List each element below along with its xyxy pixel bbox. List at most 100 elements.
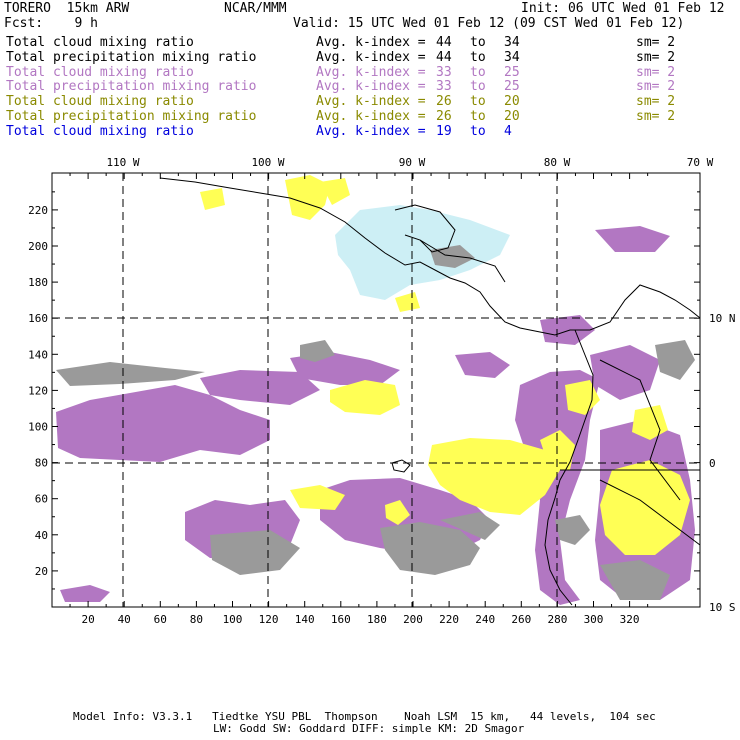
cloud-region	[395, 292, 420, 312]
legend-to: to	[470, 35, 486, 50]
cloud-region	[200, 370, 320, 405]
lon-label: 100 W	[251, 156, 284, 169]
border	[599, 359, 681, 501]
cloud-region	[540, 315, 595, 345]
legend-kidx: Avg. k-index =	[316, 64, 426, 80]
legend-row: Total cloud mixing ratio Avg. k-index = 26…	[6, 95, 726, 110]
legend-b: 20	[504, 94, 520, 110]
lon-label: 90 W	[399, 156, 426, 169]
cloud-region	[290, 485, 345, 510]
cloud-region	[595, 226, 670, 252]
y-tick-label: 80	[35, 457, 48, 470]
coastline	[544, 329, 594, 606]
x-tick-label: 220	[439, 613, 459, 626]
lon-label: 80 W	[544, 156, 571, 169]
cloud-region	[385, 500, 410, 525]
init-time: Init: 06 UTC Wed 01 Feb 12	[521, 1, 725, 16]
lon-label: 70 W	[687, 156, 714, 169]
x-tick-label: 160	[331, 613, 351, 626]
cloud-region	[335, 205, 510, 300]
valid-time: Valid: 15 UTC Wed 01 Feb 12 (09 CST Wed …	[293, 16, 685, 31]
legend-row: Total cloud mixing ratio Avg. k-index = 33…	[6, 64, 726, 81]
lon-label: 110 W	[106, 156, 139, 169]
lat-label: 10 N	[709, 312, 736, 325]
legend-a: 33	[436, 64, 452, 80]
x-tick-label: 80	[190, 613, 203, 626]
border	[419, 239, 506, 283]
legend-to: to	[470, 123, 486, 139]
cloud-region	[60, 585, 110, 602]
cloud-region	[555, 515, 590, 545]
legend-name: Total precipitation mixing ratio	[6, 49, 257, 65]
x-tick-label: 200	[403, 613, 423, 626]
y-tick-label: 60	[35, 493, 48, 506]
y-tick-label: 20	[35, 565, 48, 578]
x-tick-label: 140	[295, 613, 315, 626]
y-tick-label: 120	[28, 384, 48, 397]
legend-kidx: Avg. k-index =	[316, 49, 426, 65]
legend-row: Total precipitation mixing ratio Avg. k-i…	[6, 110, 726, 125]
legend-a: 44	[436, 35, 452, 50]
y-tick-label: 40	[35, 529, 48, 542]
legend-row: Total precipitation mixing ratio Avg. k-i…	[6, 49, 726, 66]
legend-b: 25	[504, 64, 520, 80]
x-tick-label: 320	[620, 613, 640, 626]
legend-name: Total cloud mixing ratio	[6, 64, 194, 80]
lat-label: 0	[709, 457, 716, 470]
legend-sm: sm= 2	[636, 79, 676, 95]
legend-name: Total precipitation mixing ratio	[6, 79, 257, 95]
y-tick-label: 180	[28, 276, 48, 289]
cloud-region	[210, 530, 300, 575]
legend-kidx: Avg. k-index =	[316, 123, 426, 139]
legend-name: Total precipitation mixing ratio	[6, 109, 257, 124]
legend-b: 34	[504, 49, 520, 65]
forecast-hour: Fcst: 9 h	[4, 16, 98, 31]
lat-label: 10 S	[709, 601, 736, 614]
x-tick-label: 60	[154, 613, 167, 626]
cloud-region	[428, 438, 560, 515]
legend-kidx: Avg. k-index =	[316, 35, 426, 50]
cloud-region	[632, 405, 668, 440]
x-tick-label: 40	[118, 613, 131, 626]
y-tick-label: 100	[28, 421, 48, 434]
legend-b: 34	[504, 35, 520, 50]
cloud-region	[56, 362, 205, 386]
legend-a: 19	[436, 123, 452, 139]
legend-sm: sm= 2	[636, 49, 676, 65]
island	[391, 459, 411, 473]
legend-name: Total cloud mixing ratio	[6, 123, 194, 139]
model-title: TORERO 15km ARW	[4, 1, 130, 16]
legend-sm: sm= 2	[636, 94, 676, 110]
legend-kidx: Avg. k-index =	[316, 79, 426, 95]
cloud-region	[440, 512, 500, 540]
x-tick-label: 260	[511, 613, 531, 626]
legend-a: 44	[436, 49, 452, 65]
legend-to: to	[470, 109, 486, 124]
legend-to: to	[470, 79, 486, 95]
legend-sm: sm= 2	[636, 109, 676, 124]
y-tick-label: 220	[28, 204, 48, 217]
legend-b: 25	[504, 79, 520, 95]
border	[599, 479, 701, 546]
legend-row: Total cloud mixing ratio Avg. k-index = 19…	[6, 123, 726, 140]
legend-row: Total precipitation mixing ratio Avg. k-i…	[6, 80, 726, 95]
legend-a: 26	[436, 109, 452, 124]
x-tick-label: 240	[475, 613, 495, 626]
x-tick-label: 20	[81, 613, 94, 626]
cloud-region	[655, 340, 695, 380]
y-tick-label: 140	[28, 348, 48, 361]
cloud-region	[600, 560, 670, 600]
x-tick-label: 100	[223, 613, 243, 626]
cloud-region	[56, 385, 270, 462]
legend-name: Total cloud mixing ratio	[6, 35, 194, 50]
cloud-region	[430, 245, 475, 268]
cloud-region	[285, 175, 330, 220]
cloud-region	[565, 380, 600, 415]
y-tick-label: 200	[28, 240, 48, 253]
x-tick-label: 300	[584, 613, 604, 626]
cloud-region	[330, 380, 400, 415]
model-info: Model Info: V3.3.1 Tiedtke YSU PBL Thomp…	[73, 710, 656, 723]
legend-to: to	[470, 49, 486, 65]
legend-a: 33	[436, 79, 452, 95]
